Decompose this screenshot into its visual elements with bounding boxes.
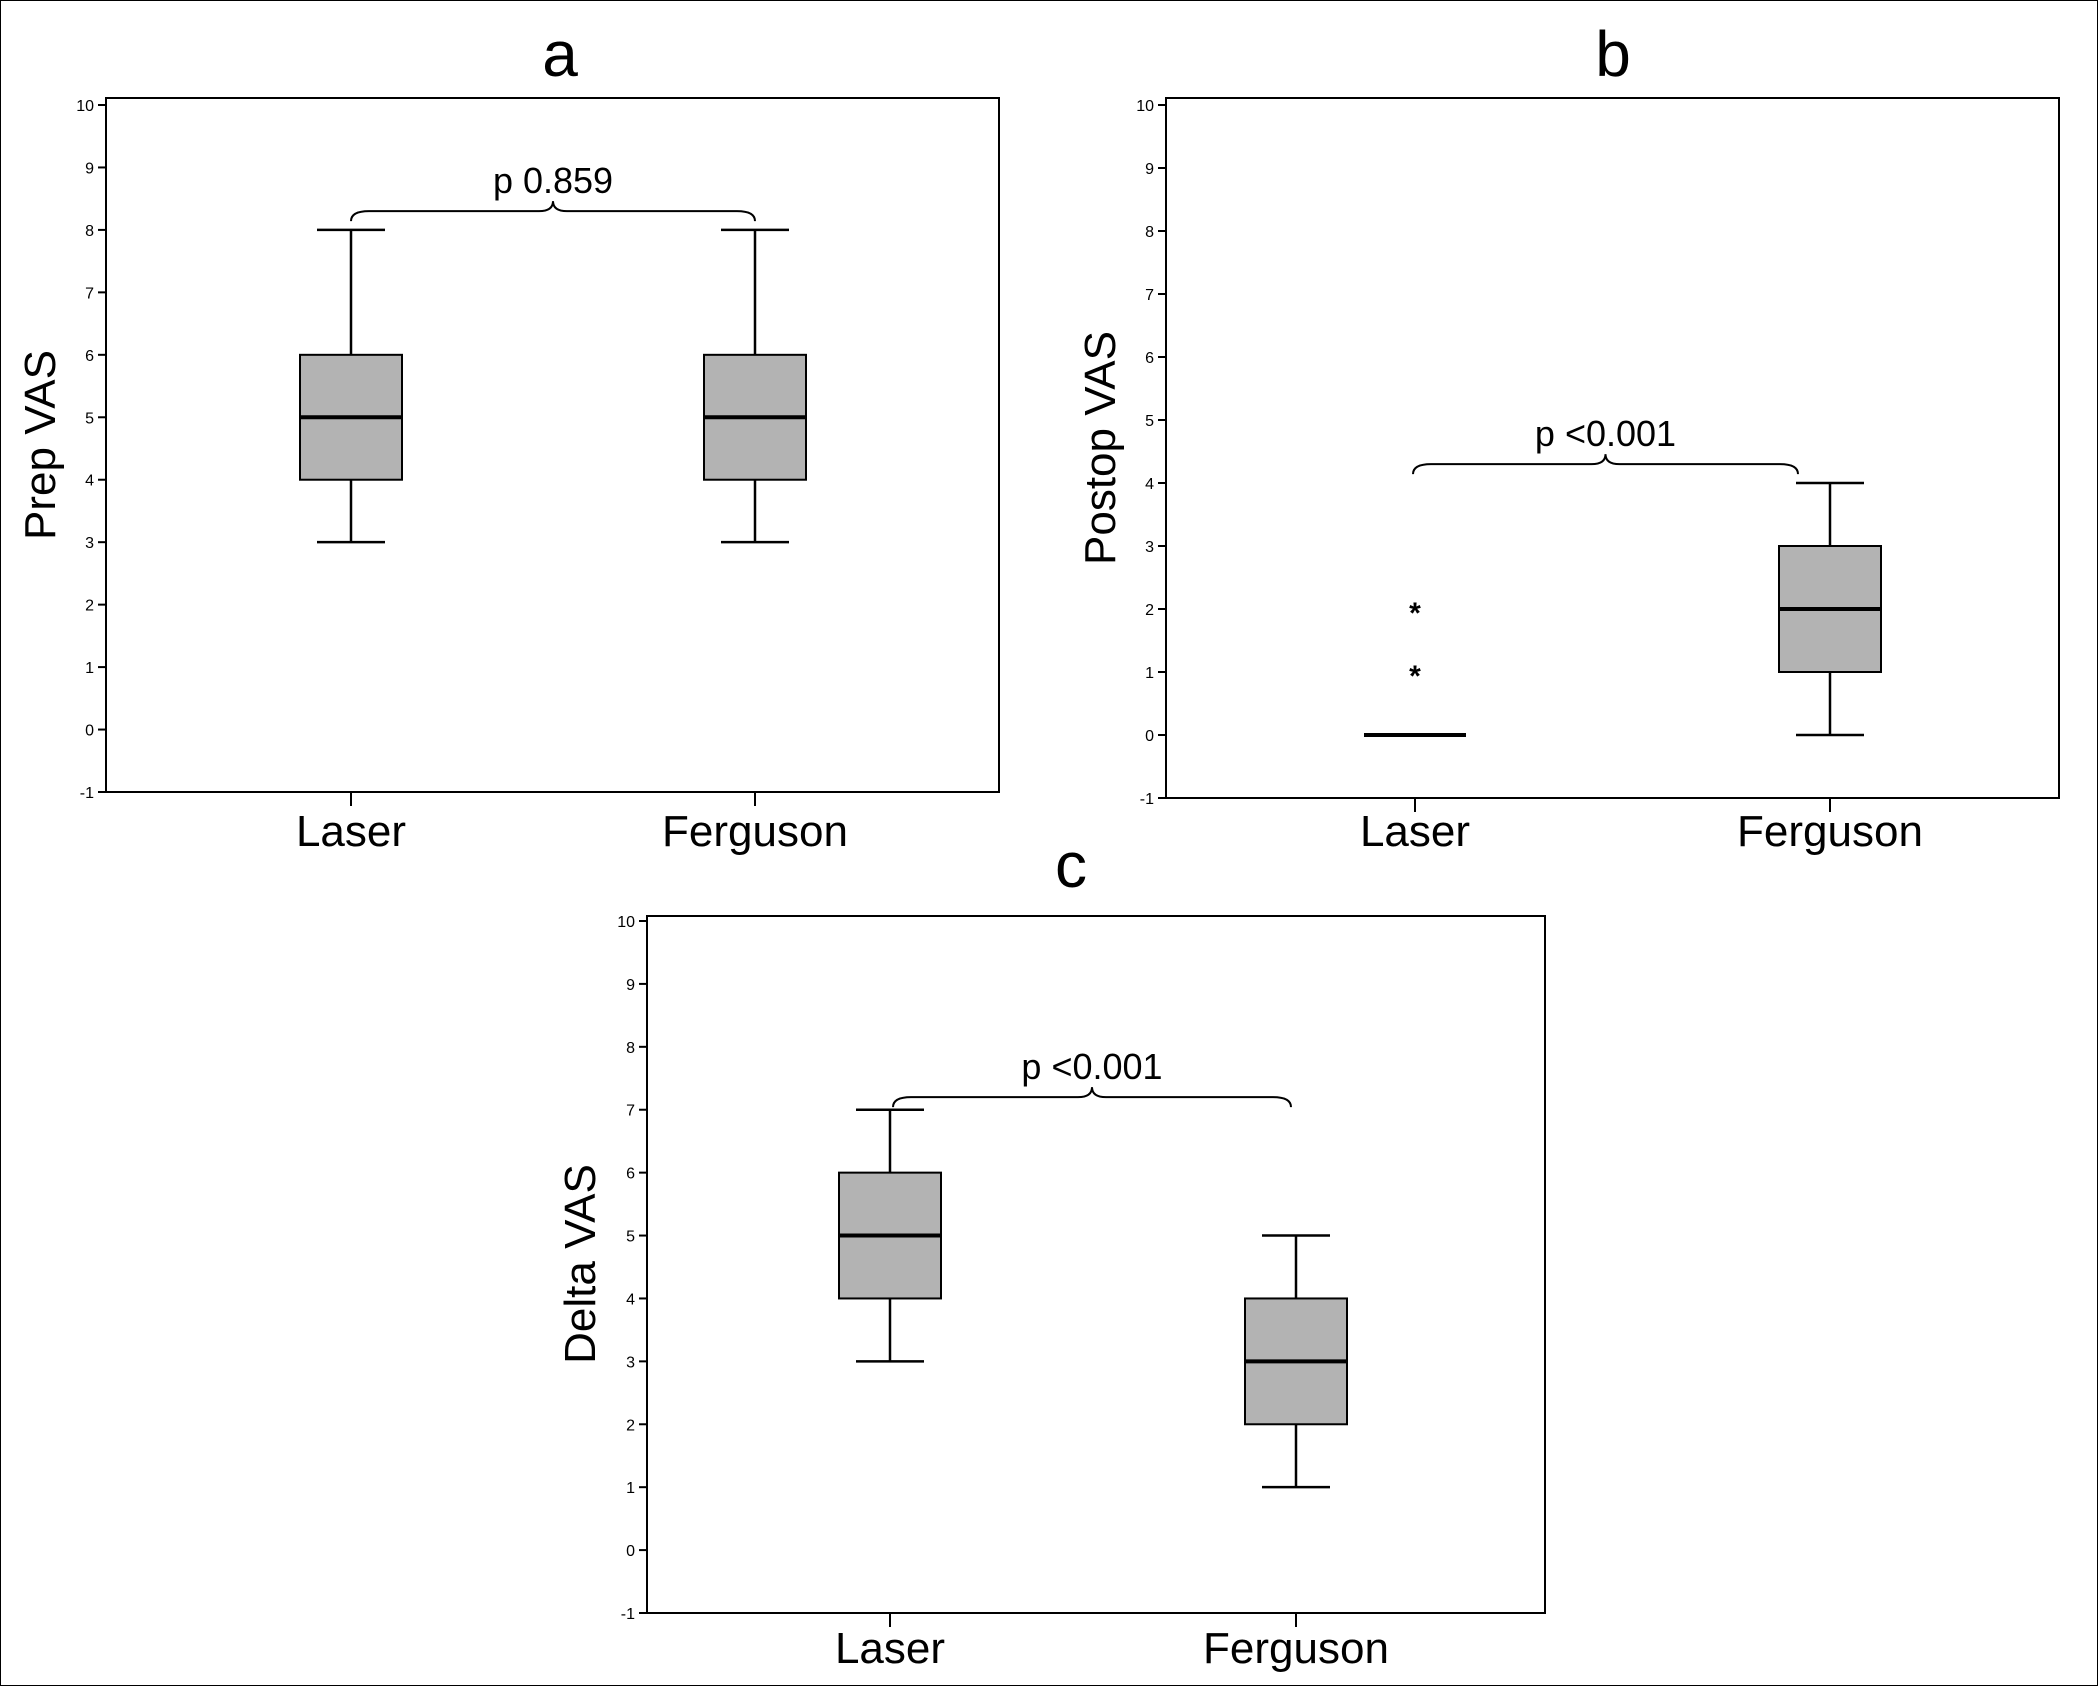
y-tick-label-8: 7 xyxy=(85,285,94,302)
y-tick-label-0: -1 xyxy=(621,1606,635,1623)
annotation-b: p <0.001 xyxy=(1412,413,1799,475)
y-ticks-a: -1 0 1 2 3 4 5 6 7 8 9 10 xyxy=(76,98,106,802)
x-category-label-laser: Laser xyxy=(835,1624,945,1673)
x-category-label-ferguson: Ferguson xyxy=(1737,807,1923,856)
annotation-a: p 0.859 xyxy=(350,160,756,222)
p-value-label: p <0.001 xyxy=(1535,413,1676,454)
y-tick-label-3: 2 xyxy=(85,598,94,615)
y-tick-label-2: 1 xyxy=(85,660,94,677)
y-tick-label-8: 7 xyxy=(626,1103,635,1120)
y-tick-label-11: 10 xyxy=(617,914,635,931)
y-tick-label-2: 1 xyxy=(626,1480,635,1497)
y-tick-label-6: 5 xyxy=(1145,413,1154,430)
y-tick-label-10: 9 xyxy=(85,160,94,177)
y-tick-label-5: 4 xyxy=(1145,476,1154,493)
y-tick-label-2: 1 xyxy=(1145,665,1154,682)
p-value-label: p <0.001 xyxy=(1021,1046,1162,1087)
y-tick-label-1: 0 xyxy=(85,723,94,740)
x-category-label-ferguson: Ferguson xyxy=(662,807,848,856)
y-axis-label-c: Delta VAS xyxy=(556,1164,605,1364)
y-tick-label-9: 8 xyxy=(626,1040,635,1057)
y-tick-label-7: 6 xyxy=(626,1166,635,1183)
y-ticks-b: -1 0 1 2 3 4 5 6 7 8 9 10 xyxy=(1136,98,1166,808)
y-tick-label-10: 9 xyxy=(1145,161,1154,178)
y-tick-label-1: 0 xyxy=(1145,728,1154,745)
y-tick-label-0: -1 xyxy=(1140,791,1154,808)
outlier-laser-0: * xyxy=(1409,660,1421,693)
y-tick-label-4: 3 xyxy=(85,535,94,552)
boxes-a xyxy=(299,228,807,544)
y-tick-label-4: 3 xyxy=(1145,539,1154,556)
panel-label-c: c xyxy=(1055,829,1087,901)
x-categories-b: Laser Ferguson xyxy=(1360,798,1923,856)
y-axis-label-b: Postop VAS xyxy=(1076,331,1125,565)
y-tick-label-10: 9 xyxy=(626,977,635,994)
y-tick-label-8: 7 xyxy=(1145,287,1154,304)
panel-label-a: a xyxy=(542,18,578,90)
panel-b: b Postop VAS -1 0 1 2 3 4 5 6 7 8 9 10 Laser Ferguso… xyxy=(1076,18,2060,856)
plot-frame-c xyxy=(646,915,1546,1614)
y-tick-label-3: 2 xyxy=(626,1417,635,1434)
x-categories-c: Laser Ferguson xyxy=(835,1613,1389,1673)
y-tick-label-7: 6 xyxy=(1145,350,1154,367)
y-tick-label-1: 0 xyxy=(626,1543,635,1560)
comparison-brace xyxy=(350,201,756,222)
x-category-label-laser: Laser xyxy=(1360,807,1470,856)
y-tick-label-7: 6 xyxy=(85,348,94,365)
y-tick-label-11: 10 xyxy=(76,98,94,115)
y-tick-label-4: 3 xyxy=(626,1354,635,1371)
outlier-laser-1: * xyxy=(1409,597,1421,630)
y-tick-label-3: 2 xyxy=(1145,602,1154,619)
y-tick-label-5: 4 xyxy=(626,1291,635,1308)
comparison-brace xyxy=(1412,454,1799,475)
plot-frame-a xyxy=(105,97,1000,793)
y-tick-label-9: 8 xyxy=(85,223,94,240)
p-value-label: p 0.859 xyxy=(493,160,613,201)
y-tick-label-9: 8 xyxy=(1145,224,1154,241)
y-tick-label-6: 5 xyxy=(626,1229,635,1246)
y-tick-label-0: -1 xyxy=(80,785,94,802)
panel-label-b: b xyxy=(1595,18,1631,90)
y-tick-label-6: 5 xyxy=(85,410,94,427)
y-axis-label-a: Prep VAS xyxy=(16,350,65,540)
comparison-brace xyxy=(892,1087,1292,1108)
panel-c: c Delta VAS -1 0 1 2 3 4 5 6 7 8 9 10 Laser Ferguson… xyxy=(556,829,1546,1673)
plot-frame-b xyxy=(1165,97,2060,799)
boxes-b: ** xyxy=(1364,481,1882,737)
annotation-c: p <0.001 xyxy=(892,1046,1292,1108)
x-category-label-laser: Laser xyxy=(296,807,406,856)
y-tick-label-5: 4 xyxy=(85,473,94,490)
x-category-label-ferguson: Ferguson xyxy=(1203,1624,1389,1673)
boxes-c xyxy=(838,1108,1348,1489)
y-ticks-c: -1 0 1 2 3 4 5 6 7 8 9 10 xyxy=(617,914,647,1623)
x-categories-a: Laser Ferguson xyxy=(296,792,848,856)
y-tick-label-11: 10 xyxy=(1136,98,1154,115)
